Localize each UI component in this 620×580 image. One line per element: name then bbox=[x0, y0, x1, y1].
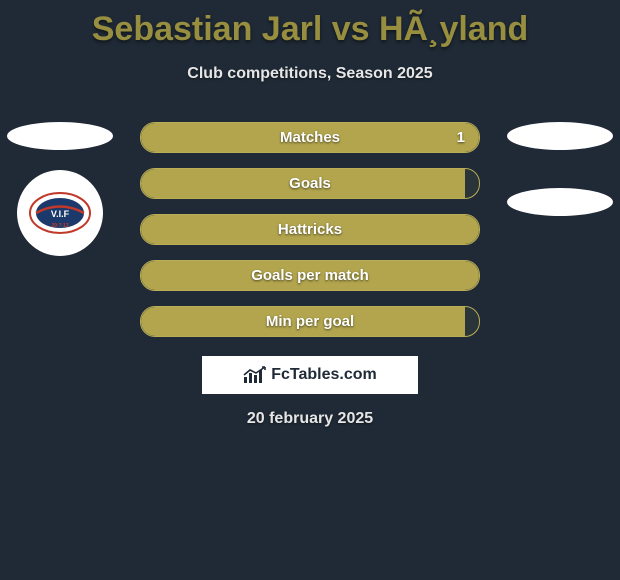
stat-row-matches: Matches 1 bbox=[140, 122, 480, 153]
stat-value-right bbox=[451, 169, 479, 198]
stat-row-goals: Goals bbox=[140, 168, 480, 199]
stat-value-right bbox=[451, 261, 479, 290]
stat-label: Goals per match bbox=[141, 267, 479, 284]
brand-text: FcTables.com bbox=[271, 366, 377, 384]
page-title: Sebastian Jarl vs HÃ¸yland bbox=[0, 0, 620, 49]
svg-text:V.I.F: V.I.F bbox=[51, 209, 70, 219]
stat-label: Goals bbox=[141, 175, 479, 192]
chart-icon bbox=[243, 366, 267, 384]
stat-row-goals-per-match: Goals per match bbox=[140, 260, 480, 291]
valerenga-crest-icon: STIFTET V.I.F 29·7·13 bbox=[29, 182, 91, 244]
stat-value-right bbox=[451, 215, 479, 244]
left-player-column: STIFTET V.I.F 29·7·13 bbox=[0, 122, 120, 256]
date-text: 20 february 2025 bbox=[0, 410, 620, 428]
stat-label: Min per goal bbox=[141, 313, 479, 330]
brand-box: FcTables.com bbox=[202, 356, 418, 394]
stat-value-right: 1 bbox=[443, 123, 479, 152]
svg-text:29·7·13: 29·7·13 bbox=[51, 223, 68, 229]
stat-row-min-per-goal: Min per goal bbox=[140, 306, 480, 337]
player-photo-placeholder bbox=[507, 122, 613, 150]
right-player-column bbox=[500, 122, 620, 216]
player-photo-placeholder bbox=[7, 122, 113, 150]
stat-label: Matches bbox=[141, 129, 479, 146]
stat-label: Hattricks bbox=[141, 221, 479, 238]
subtitle: Club competitions, Season 2025 bbox=[0, 65, 620, 83]
stat-row-hattricks: Hattricks bbox=[140, 214, 480, 245]
club-crest: STIFTET V.I.F 29·7·13 bbox=[17, 170, 103, 256]
stat-value-right bbox=[451, 307, 479, 336]
club-crest-placeholder bbox=[507, 188, 613, 216]
svg-text:STIFTET: STIFTET bbox=[48, 201, 73, 207]
stats-panel: Matches 1 Goals Hattricks Goals per matc… bbox=[140, 122, 480, 337]
